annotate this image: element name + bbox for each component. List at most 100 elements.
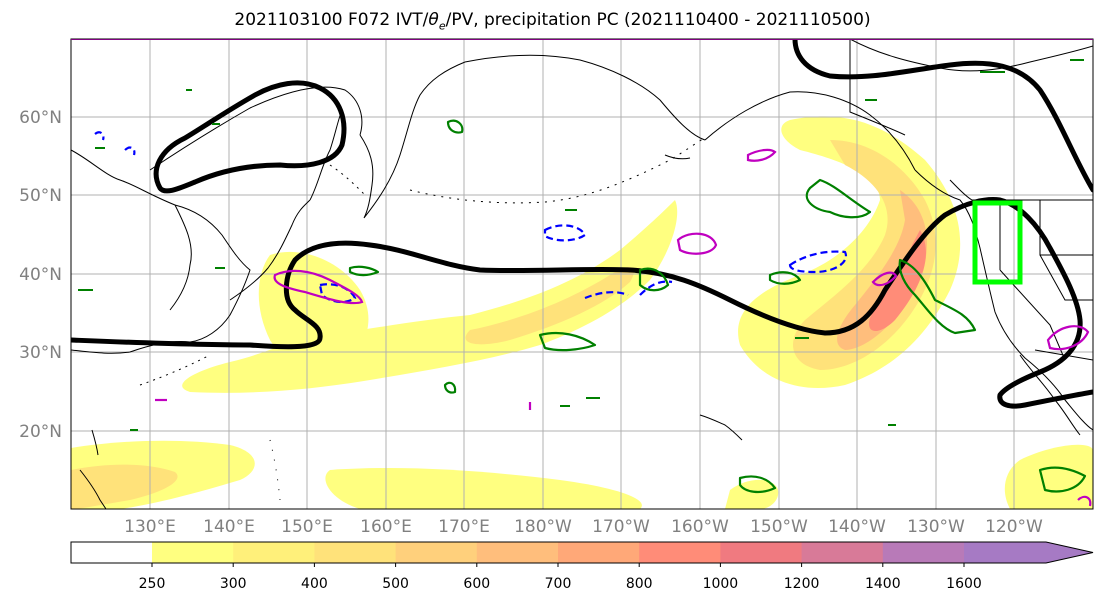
blue-contour-2 (788, 250, 848, 274)
lat-label-20n: 20°N (19, 422, 62, 442)
coast-hawaii (699, 414, 743, 441)
title-fields-prefix: IVT/ (395, 10, 429, 30)
green-contour-9 (738, 475, 777, 494)
blue-contour-4 (584, 291, 629, 300)
lon-label-130e: 130°E (124, 517, 176, 537)
ivt-core-ne-pacific-2 (837, 190, 927, 350)
coast-vancouver-island (949, 179, 973, 201)
lon-label-130w: 130°W (907, 517, 965, 537)
colorbar-tick-label: 250 (139, 576, 166, 592)
coast-ryukyu (139, 354, 211, 386)
lon-label-140e: 140°E (203, 517, 255, 537)
colorbar-under (71, 542, 152, 563)
target-region-box (972, 200, 1023, 285)
coast-micronesia (269, 439, 281, 501)
ivt-band-se (1004, 444, 1093, 509)
coast-korea (169, 204, 192, 311)
green-contour-1 (805, 178, 872, 219)
colorbar-tick-label: 1000 (703, 576, 739, 592)
lon-label-120w: 120°W (985, 517, 1043, 537)
blue-contour-6 (94, 131, 105, 141)
ivt-core-tropical (71, 464, 178, 509)
colorbar-outline (70, 541, 1094, 564)
magenta-contour-1 (273, 269, 364, 305)
colorbar: 250 300 400 500 600 700 800 1000 1200 1400 1600 (70, 541, 1094, 592)
blue-contour-7 (124, 146, 136, 156)
lat-label-30n: 30°N (19, 343, 62, 363)
coast-east-asia (71, 149, 251, 354)
magenta-contour-6 (1077, 495, 1092, 507)
colorbar-tick-label: 400 (301, 576, 328, 592)
colorbar-tick-label: 600 (463, 576, 490, 592)
colorbar-cell (801, 542, 884, 563)
magenta-contour-5 (1046, 325, 1090, 351)
longitude-labels: 130°E 140°E 150°E 160°E 170°E 180°W 170°… (124, 517, 1043, 537)
lat-label-50n: 50°N (19, 186, 62, 206)
graticule (71, 39, 1093, 509)
coast-japan (229, 199, 311, 301)
ivt-band-tropical-east (325, 468, 642, 509)
colorbar-tick-label: 300 (220, 576, 247, 592)
magenta-contour-2 (676, 232, 718, 255)
precip-pc-scatter (78, 59, 1084, 431)
lat-label-60n: 60°N (19, 108, 62, 128)
title-period: (2021110400 - 2021110500) (624, 10, 871, 30)
coast-philippines (79, 469, 107, 509)
colorbar-tick-label: 500 (382, 576, 409, 592)
pv-contours (71, 39, 1093, 409)
green-contour-2 (898, 258, 977, 335)
coast-canada-north (849, 39, 1093, 72)
coast-kamchatka (359, 61, 466, 219)
green-contour-8 (443, 381, 457, 394)
border-us-states (999, 200, 1093, 361)
lon-label-180w: 180°W (514, 517, 572, 537)
blue-contour-1 (543, 224, 587, 242)
colorbar-cell (720, 542, 803, 563)
coast-bering (464, 54, 706, 141)
colorbar-cell (964, 542, 1046, 563)
coast-okhotsk (149, 86, 363, 171)
lon-label-150w: 150°W (750, 517, 808, 537)
precip-pc-positive (348, 119, 1087, 494)
green-contour-5 (638, 267, 670, 292)
map-area (71, 39, 1093, 509)
coastlines (71, 39, 1093, 509)
lon-label-160w: 160°W (671, 517, 729, 537)
theta-e-contours (155, 148, 1092, 507)
colorbar-cells (152, 542, 1046, 563)
title-theta: θ (428, 10, 439, 30)
coast-taiwan (91, 429, 99, 456)
colorbar-cell (395, 542, 478, 563)
green-contour-7 (1038, 466, 1087, 493)
colorbar-cell (476, 542, 559, 563)
lon-label-170e: 170°E (438, 517, 490, 537)
ivt-core-central-pacific (465, 266, 634, 345)
magenta-contour-3 (746, 148, 777, 162)
coast-north-america (914, 169, 1093, 431)
colorbar-labels: 250 300 400 500 600 700 800 1000 1200 1400 1600 (139, 563, 982, 592)
colorbar-cell (639, 542, 721, 563)
green-contour-10 (768, 271, 802, 285)
lon-label-160e: 160°E (360, 517, 412, 537)
green-contour-6 (446, 119, 464, 134)
colorbar-tick-label: 800 (626, 576, 653, 592)
colorbar-tick-label: 1600 (946, 576, 982, 592)
blue-contour-5 (639, 280, 673, 296)
coast-kuril (329, 164, 366, 196)
coast-aleutian-arc (664, 154, 691, 160)
green-contour-4 (348, 265, 380, 277)
title-theta-sub: e (438, 19, 446, 33)
colorbar-cell (152, 542, 234, 563)
green-contour-3 (538, 331, 597, 352)
colorbar-tick-label: 700 (545, 576, 572, 592)
title-run: 2021103100 (234, 10, 343, 30)
colorbar-cell (882, 542, 965, 563)
pv-contour-main (71, 197, 1093, 409)
lon-label-170w: 170°W (592, 517, 650, 537)
lat-label-40n: 40°N (19, 265, 62, 285)
lon-label-150e: 150°E (281, 517, 333, 537)
border-alaska-canada (849, 39, 906, 136)
pv-contour-siberia (153, 80, 347, 194)
colorbar-cell (558, 542, 640, 563)
